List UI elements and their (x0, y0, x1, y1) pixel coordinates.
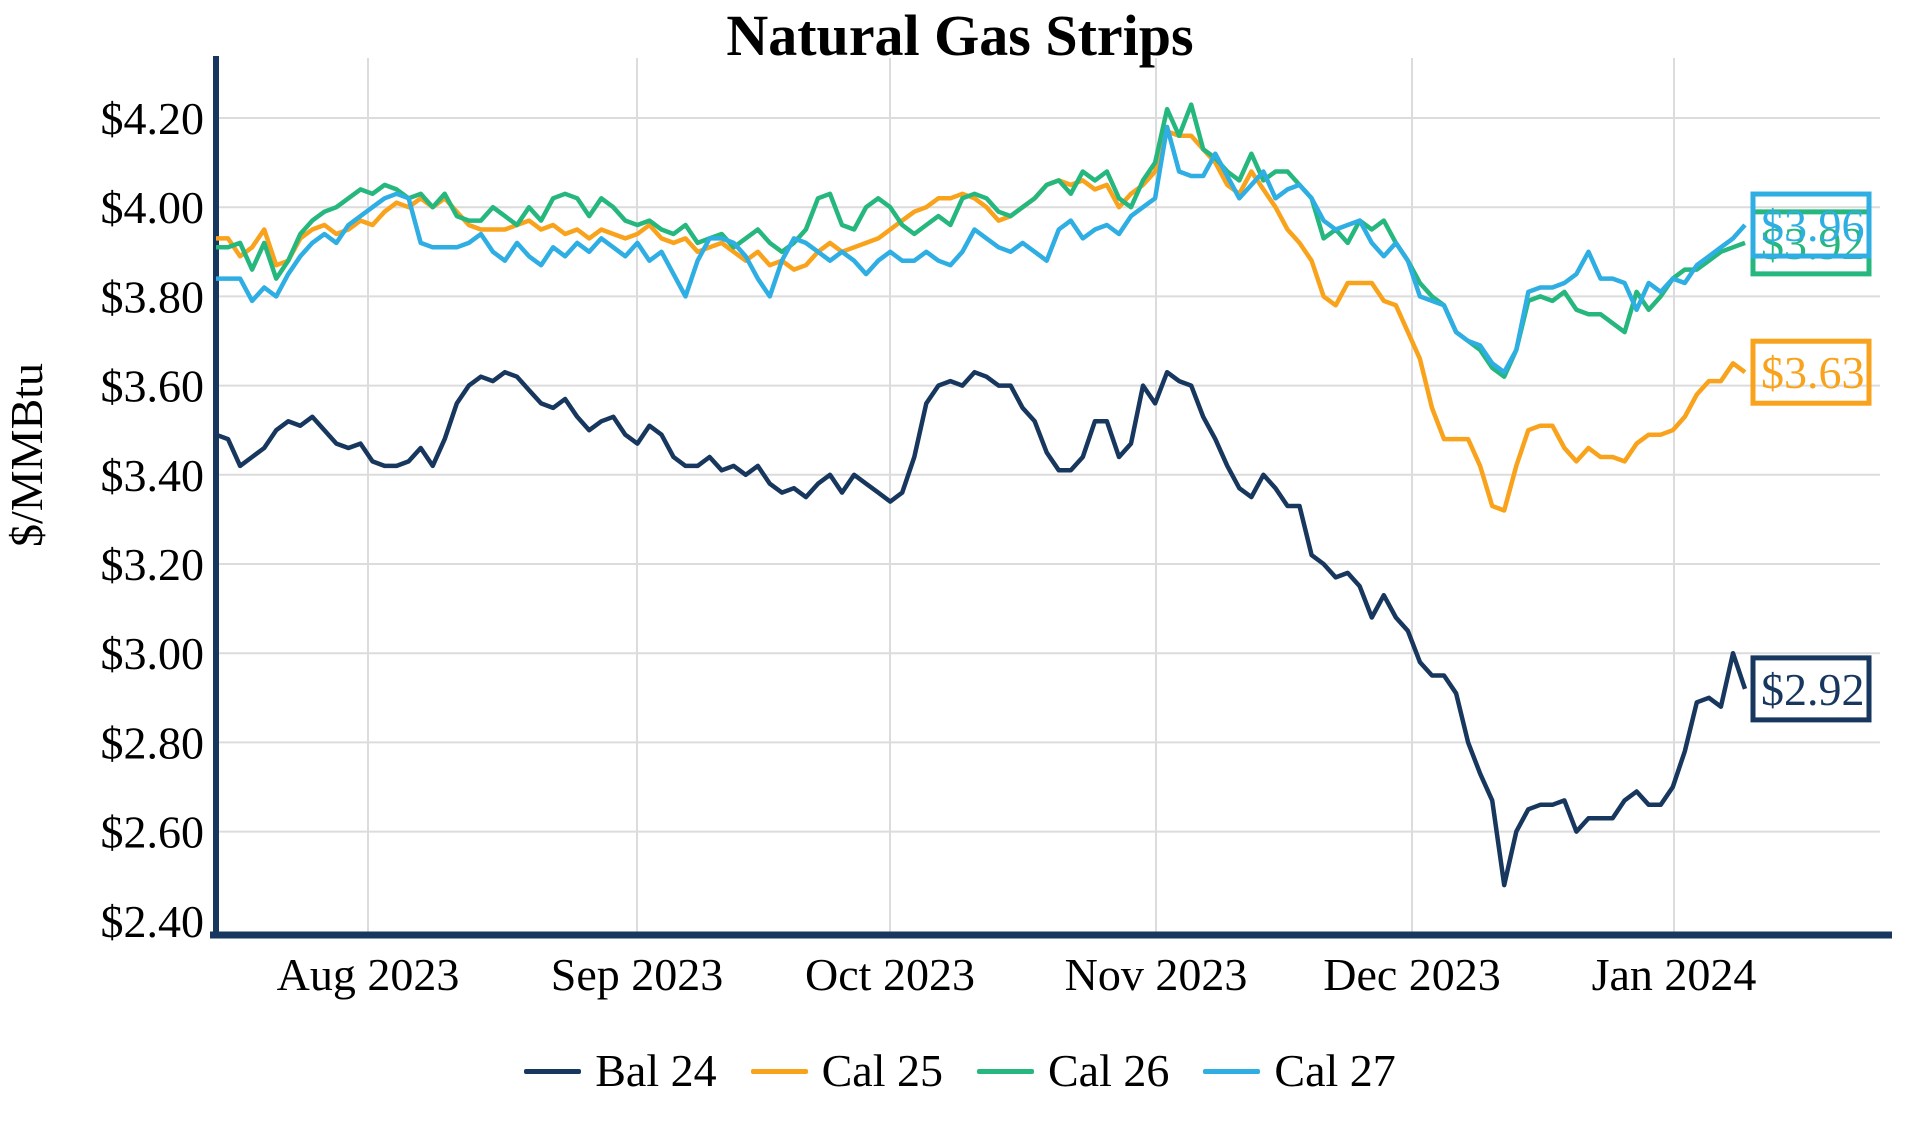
y-axis-title: $/MMBtu (1, 363, 52, 547)
y-tick-label: $3.40 (101, 450, 205, 501)
y-tick-label: $2.80 (101, 717, 205, 768)
y-tick-label: $4.00 (101, 182, 205, 233)
legend-item-cal-26[interactable]: Cal 26 (977, 1048, 1169, 1094)
end-label-box-cal-25 (1750, 338, 1872, 406)
legend-label: Cal 25 (821, 1045, 943, 1096)
x-tick-label: Jan 2024 (1592, 949, 1757, 1000)
legend-item-cal-25[interactable]: Cal 25 (750, 1045, 943, 1096)
series-line-bal-24[interactable] (215, 369, 1748, 888)
end-label-text-cal-27: $3.96 (1761, 200, 1865, 251)
end-label-text-cal-25: $3.63 (1761, 347, 1865, 398)
legend-item-bal-24[interactable]: Bal 24 (524, 1045, 717, 1096)
x-tick-label: Dec 2023 (1323, 949, 1501, 1000)
y-tick-label: $4.20 (101, 93, 205, 144)
chart-title: Natural Gas Strips (726, 3, 1194, 68)
chart-legend: Bal 24 Cal 25 Cal 26 Cal 27 (0, 1048, 1920, 1094)
end-label-text-cal-26: $3.92 (1761, 218, 1865, 269)
x-tick-label: Sep 2023 (551, 949, 724, 1000)
legend-line-swatch-icon (977, 1068, 1034, 1074)
end-label-box-bal-24 (1750, 655, 1872, 723)
y-tick-label: $2.60 (101, 807, 205, 858)
x-tick-label: Nov 2023 (1065, 949, 1248, 1000)
y-tick-label: $3.00 (101, 628, 205, 679)
y-tick-label: $3.20 (101, 539, 205, 590)
series-line-cal-25[interactable] (216, 129, 1747, 513)
y-tick-label: $2.40 (101, 896, 205, 947)
y-tick-label: $3.80 (101, 271, 205, 322)
legend-label: Bal 24 (595, 1045, 717, 1096)
y-tick-label: $3.60 (101, 361, 205, 412)
legend-label: Cal 27 (1274, 1045, 1396, 1096)
legend-item-cal-27[interactable]: Cal 27 (1203, 1045, 1396, 1096)
end-label-text-bal-24: $2.92 (1761, 664, 1865, 715)
x-tick-label: Aug 2023 (277, 949, 460, 1000)
end-label-box-cal-27 (1750, 191, 1872, 259)
legend-line-swatch-icon (1203, 1068, 1261, 1074)
legend-line-swatch-icon (750, 1068, 808, 1074)
x-tick-label: Oct 2023 (805, 949, 975, 1000)
series-line-cal-26[interactable] (216, 102, 1746, 379)
series-line-cal-27[interactable] (216, 124, 1747, 375)
legend-label: Cal 26 (1048, 1045, 1170, 1096)
legend-line-swatch-icon (524, 1068, 582, 1074)
